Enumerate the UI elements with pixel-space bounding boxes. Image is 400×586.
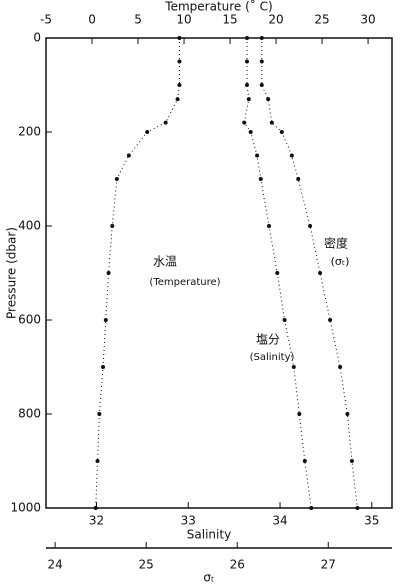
data-point bbox=[338, 365, 343, 369]
data-point bbox=[163, 120, 168, 125]
data-point bbox=[302, 459, 307, 463]
x-tick-label: -5 bbox=[40, 13, 52, 27]
data-point bbox=[259, 59, 264, 64]
y-tick-label: 200 bbox=[18, 125, 41, 139]
data-point bbox=[296, 177, 301, 181]
x-tick-label: 34 bbox=[272, 514, 287, 528]
x-tick-label: 10 bbox=[176, 13, 191, 27]
data-point bbox=[246, 97, 251, 102]
data-point bbox=[177, 36, 182, 40]
data-point bbox=[259, 83, 264, 87]
data-point bbox=[248, 130, 253, 134]
x-tick-label: 15 bbox=[222, 13, 237, 27]
plot-frame bbox=[45, 37, 393, 509]
x-tick-label: 30 bbox=[360, 13, 375, 27]
data-point bbox=[244, 36, 249, 40]
data-point bbox=[308, 224, 313, 228]
data-point bbox=[297, 412, 302, 416]
x-tick-label: 24 bbox=[47, 558, 62, 572]
y-tick-label: 800 bbox=[18, 407, 41, 421]
x-axis-label: σₜ bbox=[203, 571, 214, 585]
data-point bbox=[279, 130, 284, 134]
x-axis-label: Salinity bbox=[187, 528, 231, 542]
data-point bbox=[101, 365, 106, 369]
data-point bbox=[97, 412, 102, 416]
y-tick-label: 1000 bbox=[10, 501, 41, 515]
x-tick-label: 32 bbox=[89, 514, 104, 528]
annotation: (Temperature) bbox=[149, 277, 220, 288]
data-point bbox=[177, 83, 182, 87]
y-tick-label: 0 bbox=[33, 31, 41, 45]
x-tick-label: 20 bbox=[268, 13, 283, 27]
data-point bbox=[259, 36, 264, 40]
data-point bbox=[291, 365, 296, 369]
data-point bbox=[275, 271, 280, 275]
x-tick-label: 35 bbox=[364, 514, 379, 528]
data-point bbox=[345, 412, 350, 416]
x-tick-label: 25 bbox=[314, 13, 329, 27]
x-tick-label: 26 bbox=[230, 558, 245, 572]
data-point bbox=[258, 177, 263, 181]
x-axis-label: Temperature (˚ C) bbox=[164, 0, 272, 14]
data-point bbox=[355, 506, 360, 510]
profile-line bbox=[261, 38, 358, 509]
data-point bbox=[95, 459, 100, 463]
annotation: (Salinity) bbox=[250, 352, 295, 363]
y-tick-label: 400 bbox=[18, 219, 41, 233]
x-tick-label: 0 bbox=[88, 13, 96, 27]
data-point bbox=[110, 224, 115, 228]
data-point bbox=[244, 59, 249, 64]
x-tick-label: 27 bbox=[321, 558, 336, 572]
data-point bbox=[318, 271, 323, 275]
data-point bbox=[309, 506, 314, 510]
data-point bbox=[289, 153, 294, 158]
annotation: (σₜ) bbox=[331, 255, 350, 268]
data-point bbox=[267, 224, 272, 228]
annotation: 密度 bbox=[324, 236, 348, 251]
data-point bbox=[93, 506, 98, 510]
data-point bbox=[177, 59, 182, 64]
x-tick-label: 25 bbox=[139, 558, 154, 572]
data-point bbox=[269, 120, 274, 125]
data-point bbox=[244, 83, 249, 87]
annotation: 水温 bbox=[153, 255, 177, 269]
data-point bbox=[114, 177, 119, 181]
data-point bbox=[282, 318, 287, 322]
data-point bbox=[106, 271, 111, 275]
data-point bbox=[255, 153, 260, 158]
y-axis-label: Pressure (dbar) bbox=[5, 227, 19, 319]
annotation: 塩分 bbox=[256, 332, 280, 347]
x-tick-label: 33 bbox=[181, 514, 196, 528]
data-point bbox=[126, 153, 131, 158]
data-point bbox=[266, 97, 271, 102]
data-point bbox=[145, 130, 150, 134]
data-point bbox=[103, 318, 108, 322]
x-tick-label: 5 bbox=[134, 13, 142, 27]
data-point bbox=[349, 459, 354, 463]
data-point bbox=[328, 318, 333, 322]
y-tick-label: 600 bbox=[18, 313, 41, 327]
data-point bbox=[242, 120, 247, 125]
data-point bbox=[175, 97, 180, 102]
